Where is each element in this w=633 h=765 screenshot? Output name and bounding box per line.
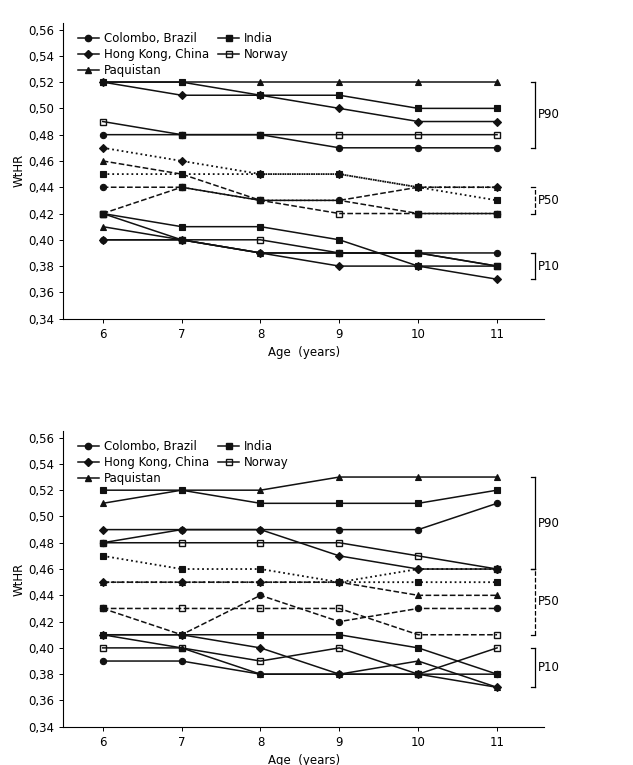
- Legend: Colombo, Brazil, Hong Kong, China, Paquistan, India, Norway: Colombo, Brazil, Hong Kong, China, Paqui…: [74, 29, 292, 81]
- Text: P10: P10: [538, 259, 560, 272]
- Text: P50: P50: [538, 595, 560, 608]
- Text: P50: P50: [538, 194, 560, 207]
- Text: P90: P90: [538, 516, 560, 529]
- Text: P10: P10: [538, 661, 560, 674]
- Legend: Colombo, Brazil, Hong Kong, China, Paquistan, India, Norway: Colombo, Brazil, Hong Kong, China, Paqui…: [74, 437, 292, 489]
- Y-axis label: WtHR: WtHR: [13, 562, 25, 595]
- X-axis label: Age  (years): Age (years): [268, 754, 340, 765]
- Text: P90: P90: [538, 109, 560, 122]
- X-axis label: Age  (years): Age (years): [268, 347, 340, 360]
- Y-axis label: WtHR: WtHR: [13, 155, 25, 187]
